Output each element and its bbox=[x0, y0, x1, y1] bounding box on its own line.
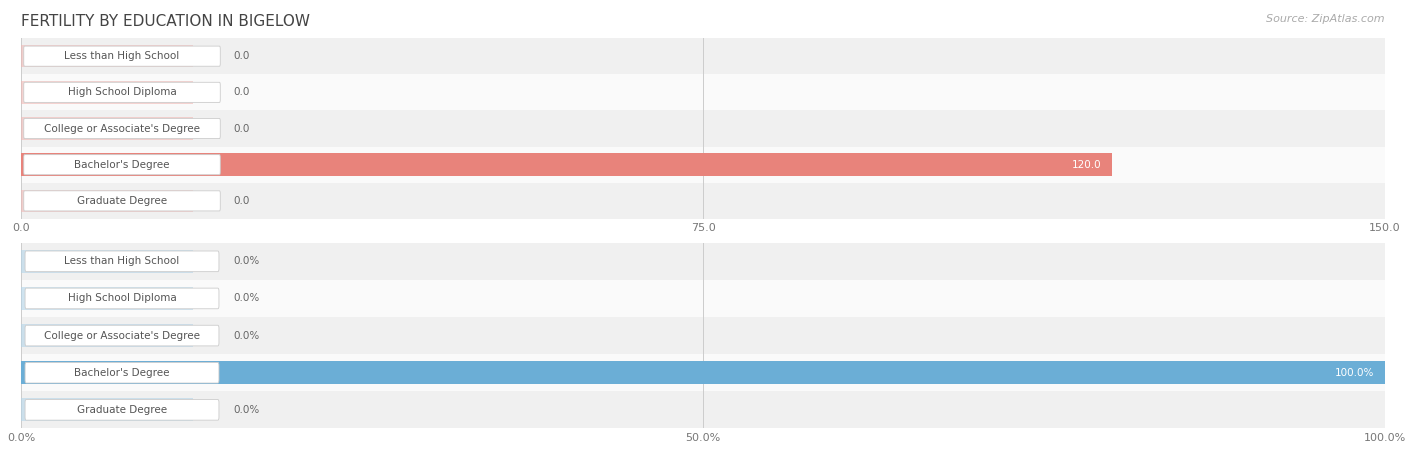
Bar bbox=[21, 117, 193, 140]
FancyBboxPatch shape bbox=[21, 280, 1385, 317]
FancyBboxPatch shape bbox=[21, 38, 1385, 74]
Text: Less than High School: Less than High School bbox=[65, 51, 180, 61]
Text: Bachelor's Degree: Bachelor's Degree bbox=[75, 159, 170, 170]
Text: 0.0%: 0.0% bbox=[233, 256, 260, 267]
Text: High School Diploma: High School Diploma bbox=[67, 87, 176, 98]
Text: 0.0: 0.0 bbox=[233, 123, 250, 134]
Bar bbox=[21, 189, 193, 212]
FancyBboxPatch shape bbox=[21, 243, 1385, 280]
FancyBboxPatch shape bbox=[21, 74, 1385, 110]
Text: 0.0: 0.0 bbox=[233, 51, 250, 61]
FancyBboxPatch shape bbox=[24, 155, 221, 175]
Text: Graduate Degree: Graduate Degree bbox=[77, 196, 167, 206]
Bar bbox=[21, 398, 193, 421]
FancyBboxPatch shape bbox=[21, 147, 1385, 183]
FancyBboxPatch shape bbox=[24, 191, 221, 211]
FancyBboxPatch shape bbox=[21, 317, 1385, 354]
Text: College or Associate's Degree: College or Associate's Degree bbox=[44, 123, 200, 134]
Bar bbox=[21, 250, 193, 273]
FancyBboxPatch shape bbox=[21, 110, 1385, 147]
Text: 0.0: 0.0 bbox=[233, 196, 250, 206]
FancyBboxPatch shape bbox=[25, 251, 219, 272]
Text: 0.0: 0.0 bbox=[233, 87, 250, 98]
Text: Source: ZipAtlas.com: Source: ZipAtlas.com bbox=[1267, 14, 1385, 24]
FancyBboxPatch shape bbox=[25, 399, 219, 420]
Text: FERTILITY BY EDUCATION IN BIGELOW: FERTILITY BY EDUCATION IN BIGELOW bbox=[21, 14, 311, 30]
Text: 100.0%: 100.0% bbox=[1334, 367, 1374, 378]
FancyBboxPatch shape bbox=[24, 46, 221, 66]
FancyBboxPatch shape bbox=[24, 82, 221, 102]
FancyBboxPatch shape bbox=[24, 119, 221, 139]
FancyBboxPatch shape bbox=[25, 362, 219, 383]
Bar bbox=[21, 287, 193, 310]
Text: Graduate Degree: Graduate Degree bbox=[77, 405, 167, 415]
FancyBboxPatch shape bbox=[21, 354, 1385, 391]
FancyBboxPatch shape bbox=[25, 288, 219, 309]
Text: 0.0%: 0.0% bbox=[233, 330, 260, 341]
Bar bbox=[21, 81, 193, 104]
Text: 0.0%: 0.0% bbox=[233, 293, 260, 304]
Text: 0.0%: 0.0% bbox=[233, 405, 260, 415]
Text: College or Associate's Degree: College or Associate's Degree bbox=[44, 330, 200, 341]
FancyBboxPatch shape bbox=[25, 325, 219, 346]
Bar bbox=[21, 324, 193, 347]
Text: 120.0: 120.0 bbox=[1071, 159, 1101, 170]
Text: Bachelor's Degree: Bachelor's Degree bbox=[75, 367, 170, 378]
Bar bbox=[21, 45, 193, 68]
Text: High School Diploma: High School Diploma bbox=[67, 293, 176, 304]
FancyBboxPatch shape bbox=[21, 391, 1385, 428]
Text: Less than High School: Less than High School bbox=[65, 256, 180, 267]
FancyBboxPatch shape bbox=[21, 183, 1385, 219]
Bar bbox=[21, 153, 1112, 176]
Bar bbox=[21, 361, 1385, 384]
